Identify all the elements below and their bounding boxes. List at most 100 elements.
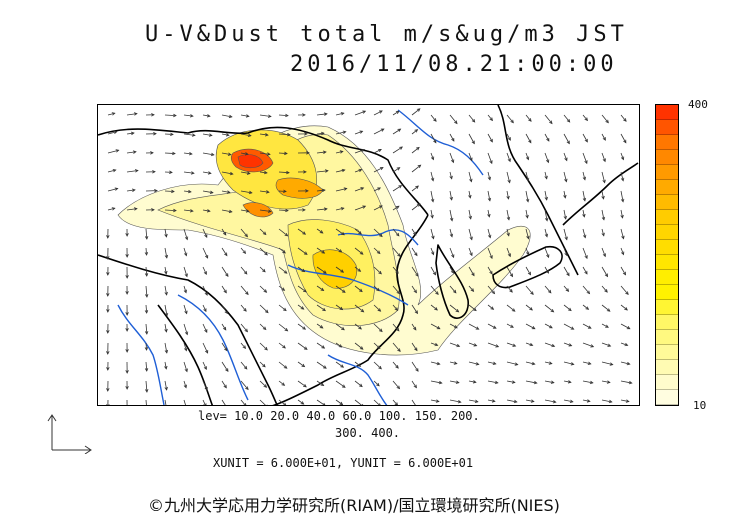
wind-arrow-head <box>471 140 475 145</box>
chart-title: U-V&Dust total m/s&ug/m3 JST <box>145 22 628 47</box>
wind-arrow-head <box>397 128 402 132</box>
wind-arrow-head <box>602 158 606 163</box>
wind-arrow-head <box>164 291 168 296</box>
wind-arrow <box>525 361 535 365</box>
wind-arrow <box>411 164 421 173</box>
wind-arrow-head <box>469 178 473 183</box>
wind-arrow <box>563 323 574 330</box>
wind-arrow-head <box>206 209 211 213</box>
wind-arrow-head <box>303 346 308 350</box>
colorbar-segment <box>656 135 678 150</box>
wind-arrow <box>430 228 434 239</box>
wind-arrow <box>525 380 537 384</box>
wind-arrow <box>525 247 529 255</box>
wind-arrow-head <box>183 289 187 294</box>
wind-arrow <box>354 304 364 313</box>
wind-arrow-head <box>125 275 129 279</box>
wind-arrow-head <box>602 137 606 141</box>
wind-arrow-head <box>359 383 363 388</box>
wind-arrow-head <box>606 308 611 312</box>
wind-arrow-head <box>449 196 453 201</box>
wind-arrow-head <box>415 368 419 372</box>
wind-arrow <box>468 380 476 383</box>
wind-arrow <box>506 323 514 328</box>
wind-arrow-head <box>602 253 606 258</box>
wind-arrow <box>373 187 381 192</box>
wind-arrow-head <box>283 307 287 312</box>
wind-arrow <box>297 399 304 405</box>
wind-arrow-head <box>495 344 500 348</box>
wind-arrow-head <box>568 307 572 312</box>
wind-arrow <box>221 342 228 351</box>
wind-arrow-head <box>106 272 110 276</box>
wind-arrow-head <box>125 312 129 316</box>
wind-arrow <box>430 323 440 330</box>
wind-arrow-head <box>473 307 477 312</box>
wind-arrow-head <box>396 167 401 171</box>
wind-arrow <box>297 304 304 310</box>
wind-arrow <box>506 399 517 403</box>
wind-arrow-head <box>188 151 193 156</box>
wind-arrow <box>525 323 535 330</box>
wind-arrow <box>487 152 493 164</box>
wind-arrow <box>335 169 345 173</box>
wind-arrow-head <box>125 386 129 390</box>
wind-arrow <box>164 399 167 405</box>
wind-arrow-head <box>601 216 606 221</box>
wind-arrow <box>240 171 250 174</box>
wind-arrow-head <box>397 253 401 258</box>
wind-arrow-head <box>284 151 288 156</box>
wind-arrow-head <box>449 175 453 180</box>
wind-arrow <box>145 342 147 351</box>
dust-layer-200 <box>242 202 274 218</box>
wind-arrow <box>202 361 207 370</box>
wind-arrow <box>411 380 417 388</box>
wind-arrow-head <box>114 187 119 191</box>
wind-arrow <box>525 342 533 346</box>
wind-arrow <box>126 113 137 116</box>
wind-arrow-head <box>436 326 441 330</box>
wind-arrow <box>373 361 382 370</box>
wind-arrow-head <box>489 160 493 165</box>
wind-arrow <box>354 149 365 154</box>
wind-arrow <box>183 285 187 293</box>
wind-arrow-head <box>106 330 110 334</box>
wind-arrow-head <box>359 130 364 134</box>
wind-arrow <box>392 110 400 116</box>
wind-arrow <box>601 247 606 257</box>
wind-arrow-head <box>341 326 345 331</box>
wind-arrow <box>183 114 193 117</box>
wind-arrow <box>468 152 473 161</box>
wind-arrow-head <box>396 290 401 295</box>
wind-arrow-head <box>184 347 188 352</box>
wind-arrow <box>487 114 493 121</box>
colorbar-segment <box>656 150 678 165</box>
wind-arrow-head <box>339 306 344 311</box>
wind-arrow-head <box>184 236 189 241</box>
wind-arrow <box>297 285 307 293</box>
wind-arrow <box>392 185 402 192</box>
wind-arrow-head <box>569 399 574 403</box>
wind-arrow <box>411 323 417 331</box>
wind-arrow <box>506 380 515 383</box>
wind-arrow-head <box>323 112 328 116</box>
wind-arrow <box>449 114 458 124</box>
colorbar-segment <box>656 345 678 360</box>
wind-arrow <box>468 323 479 330</box>
wind-arrow-head <box>303 383 307 388</box>
wind-arrow <box>221 399 226 405</box>
wind-arrow <box>145 361 148 372</box>
wind-arrow-head <box>609 362 614 366</box>
wind-arrow-head <box>450 270 454 274</box>
wind-arrow <box>335 361 344 368</box>
wind-arrow <box>240 361 248 370</box>
wind-arrow-head <box>546 254 550 259</box>
wind-arrow-head <box>359 288 363 293</box>
wind-arrow <box>221 361 229 372</box>
wind-arrow <box>221 190 230 193</box>
wind-arrow <box>620 285 629 295</box>
wind-arrow-head <box>245 291 249 296</box>
wind-arrow <box>202 228 208 238</box>
wind-arrow-head <box>153 132 157 136</box>
wind-arrow <box>601 380 610 383</box>
